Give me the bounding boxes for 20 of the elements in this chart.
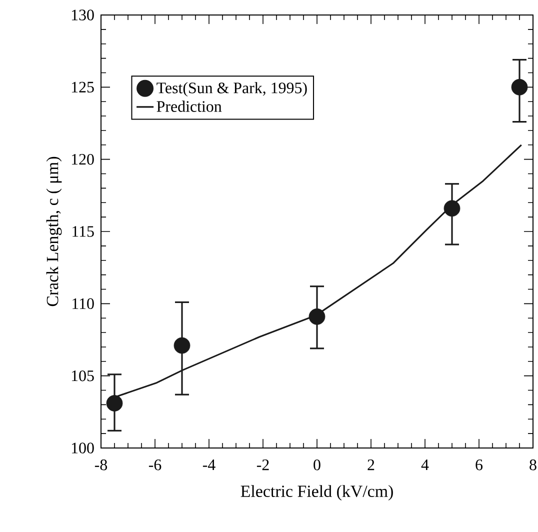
- x-axis-title: Electric Field (kV/cm): [240, 485, 393, 500]
- x-tick-label: 2: [368, 460, 374, 470]
- x-tick-label: -2: [256, 460, 269, 470]
- y-tick-label: 130: [72, 10, 94, 20]
- x-tick-label: -6: [148, 460, 162, 470]
- y-tick-label: 100: [72, 442, 94, 454]
- y-tick-label: 120: [72, 154, 94, 165]
- y-tick-label: 110: [72, 298, 94, 310]
- y-tick-label: 125: [72, 82, 94, 93]
- legend-label: Test(Sun & Park, 1995): [156, 82, 307, 97]
- x-tick-label: -8: [94, 460, 108, 470]
- x-tick-label: 8: [530, 460, 536, 470]
- x-tick-label: 0: [314, 460, 320, 470]
- x-tick-label: 6: [476, 460, 483, 470]
- y-axis-title: Crack Length, c ( μm): [46, 156, 62, 306]
- x-tick-label: 4: [421, 460, 429, 470]
- y-tick-label: 115: [72, 226, 94, 237]
- x-tick-label: -4: [202, 460, 216, 470]
- y-tick-label: 105: [72, 370, 94, 382]
- legend-label: Prediction: [156, 100, 222, 112]
